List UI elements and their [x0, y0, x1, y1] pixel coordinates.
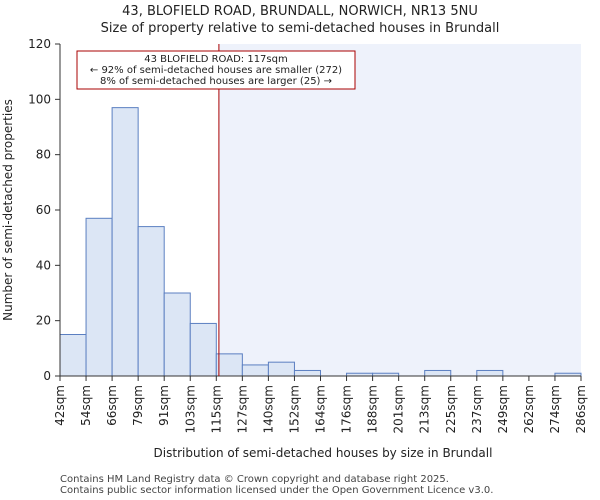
x-tick-label: 201sqm — [392, 385, 406, 433]
histogram-bar — [163, 292, 191, 377]
x-axis-label: Distribution of semi-detached houses by … — [154, 446, 493, 460]
larger-region-shade — [218, 44, 581, 376]
histogram-bar — [267, 361, 295, 377]
footer-copyright: Contains HM Land Registry data © Crown c… — [60, 474, 449, 485]
histogram-bar — [85, 217, 113, 377]
annotation-box: 43 BLOFIELD ROAD: 117sqm ← 92% of semi-d… — [76, 50, 356, 90]
x-tick-label: 188sqm — [366, 385, 380, 433]
x-tick-label: 152sqm — [287, 385, 301, 433]
y-tick-label: 0 — [43, 369, 51, 383]
annotation-line-3: 8% of semi-detached houses are larger (2… — [100, 76, 332, 87]
histogram-bar — [476, 369, 504, 377]
x-tick-label: 262sqm — [522, 385, 536, 433]
x-tick-label: 176sqm — [340, 385, 354, 433]
x-tick-label: 213sqm — [418, 385, 432, 433]
histogram-bar — [59, 334, 87, 377]
histogram-bar — [111, 107, 139, 377]
x-tick-label: 286sqm — [574, 385, 588, 433]
x-tick-label: 164sqm — [314, 385, 328, 433]
histogram-bar — [215, 353, 243, 377]
x-tick-label: 91sqm — [157, 385, 171, 426]
annotation-line-2: ← 92% of semi-detached houses are smalle… — [90, 65, 342, 76]
histogram-bar — [293, 369, 322, 377]
y-tick-label: 100 — [28, 92, 51, 106]
y-axis-label: Number of semi-detached properties — [1, 99, 15, 321]
annotation-line-1: 43 BLOFIELD ROAD: 117sqm — [144, 54, 287, 65]
x-tick-label: 249sqm — [496, 385, 510, 433]
x-tick-label: 54sqm — [79, 385, 93, 426]
x-tick-label: 103sqm — [183, 385, 197, 433]
histogram-bar — [189, 322, 217, 377]
histogram-bar — [424, 369, 452, 377]
y-tick-label: 60 — [36, 203, 51, 217]
x-tick-label: 42sqm — [53, 385, 67, 426]
chart-title: 43, BLOFIELD ROAD, BRUNDALL, NORWICH, NR… — [122, 4, 478, 19]
footer-licence: Contains public sector information licen… — [60, 485, 494, 496]
x-tick-label: 127sqm — [235, 385, 249, 433]
y-tick-label: 80 — [36, 148, 51, 162]
histogram-bar — [241, 364, 269, 377]
x-tick-label: 140sqm — [261, 385, 275, 433]
x-tick-label: 237sqm — [470, 385, 484, 433]
x-tick-label: 115sqm — [209, 385, 223, 433]
histogram-bar — [137, 226, 165, 377]
x-tick-label: 225sqm — [444, 385, 458, 433]
y-tick-label: 20 — [36, 314, 51, 328]
x-tick-label: 66sqm — [105, 385, 119, 426]
x-tick-label: 274sqm — [548, 385, 562, 433]
x-tick-label: 79sqm — [131, 385, 145, 426]
y-tick-label: 120 — [28, 37, 51, 51]
chart-subtitle: Size of property relative to semi-detach… — [100, 21, 500, 36]
y-tick-label: 40 — [36, 258, 51, 272]
